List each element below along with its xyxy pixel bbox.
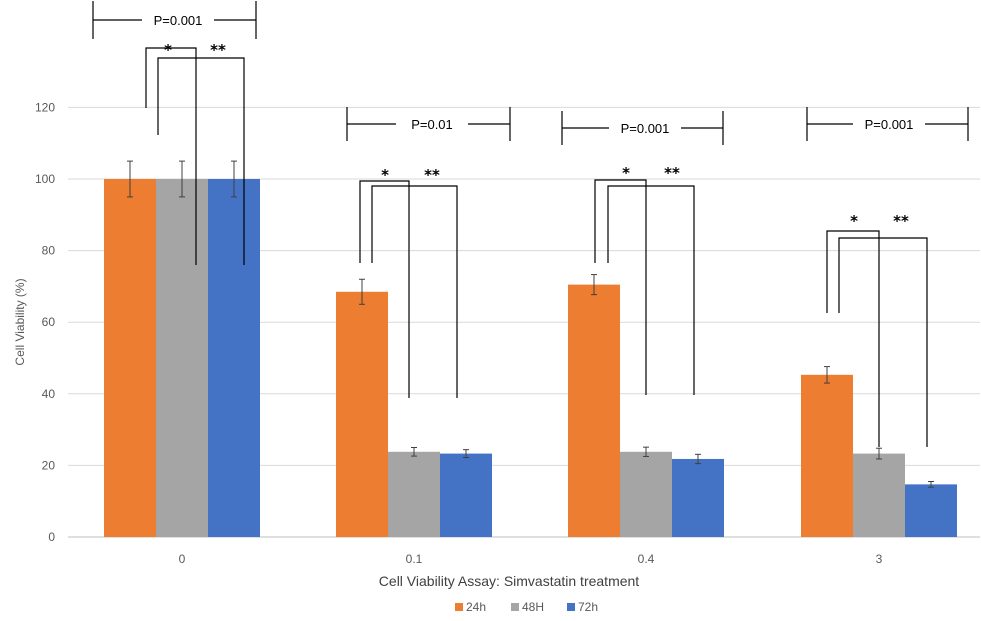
bar-72h-3 [905,484,957,537]
bar-48H-0.1 [388,451,440,537]
legend-swatch-72h [567,603,575,611]
star-bracket-double [838,237,928,447]
legend-swatch-24h [455,603,463,611]
y-tick-labels: 0 20 40 60 80 100 120 [35,100,55,544]
star-bracket-double [157,57,245,265]
bar-48H-0 [156,179,208,537]
bar-72h-0 [208,179,260,537]
legend-label: 48H [522,600,544,614]
legend: 24h 48H 72h [455,600,598,614]
significance-star-double: ** [664,164,680,182]
x-tick-labels: 0 0.1 0.4 3 [179,552,883,566]
error-bars [127,160,934,488]
legend-swatch-48H [511,603,519,611]
p-value-label: P=0.01 [411,117,453,132]
x-tick-label: 0 [179,552,186,566]
y-tick-label: 40 [42,387,56,401]
star-bracket-double [371,185,458,398]
significance-star-single: * [164,41,172,59]
y-tick-label: 0 [48,530,55,544]
y-tick-label: 80 [42,244,56,258]
bar-72h-0.4 [672,458,724,537]
bar-24h-0 [104,179,156,537]
legend-label: 24h [466,600,486,614]
bar-72h-0.1 [440,453,492,537]
x-tick-label: 0.4 [638,552,655,566]
significance-star-double: ** [893,212,909,230]
bar-24h-0.4 [568,284,620,537]
p-value-label: P=0.001 [621,121,670,136]
bar-48H-3 [853,453,905,537]
x-axis-title: Cell Viability Assay: Simvastatin treatm… [379,573,640,589]
star-bracket-single [594,179,647,395]
y-axis-title: Cell Viability (%) [13,278,27,365]
x-tick-label: 3 [876,552,883,566]
x-tick-label: 0.1 [406,552,423,566]
y-tick-label: 100 [35,172,55,186]
significance-star-single: * [850,212,858,230]
significance-star-single: * [381,166,389,184]
p-value-label: P=0.001 [154,13,203,28]
significance-star-single: * [622,164,630,182]
bar-48H-0.4 [620,451,672,537]
bars [104,179,957,537]
star-bracket-single [145,47,197,265]
bar-24h-3 [801,374,853,537]
y-tick-label: 120 [35,100,55,114]
y-tick-label: 20 [42,458,56,472]
bar-24h-0.1 [336,291,388,537]
star-bracket-single [826,230,880,447]
star-bracket-double [607,185,695,395]
star-bracket-single [359,180,410,398]
significance-star-double: ** [210,41,226,59]
significance-star-double: ** [424,166,440,184]
legend-label: 72h [578,600,598,614]
p-value-label: P=0.001 [865,117,914,132]
y-tick-label: 60 [42,315,56,329]
